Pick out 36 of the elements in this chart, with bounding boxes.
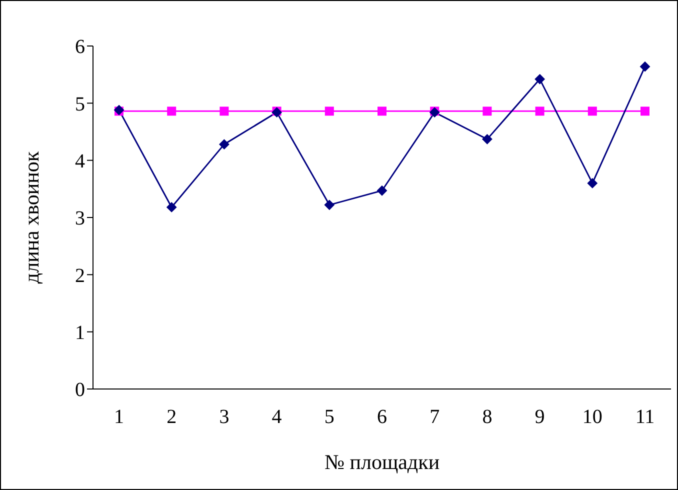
- x-tick-label: 2: [166, 406, 177, 428]
- point: [377, 186, 387, 196]
- x-tick-label: 6: [377, 406, 387, 428]
- x-tick-label: 1: [114, 406, 124, 428]
- point: [482, 106, 492, 116]
- y-tick-label: 4: [75, 150, 85, 172]
- point: [535, 106, 544, 116]
- point: [587, 178, 598, 188]
- x-tick-label: 11: [635, 406, 655, 428]
- point: [219, 139, 230, 150]
- y-axis-title: длина хвоинок: [19, 150, 44, 284]
- x-tick-label: 8: [482, 406, 492, 428]
- x-tick-label: 7: [430, 406, 440, 428]
- point: [324, 106, 334, 116]
- y-tick-label: 3: [75, 208, 85, 230]
- point: [640, 62, 650, 72]
- y-tick-label: 1: [75, 322, 85, 344]
- x-tick-label: 5: [324, 406, 334, 428]
- y-tick-label: 5: [75, 93, 85, 116]
- point: [167, 106, 176, 116]
- point: [588, 106, 597, 116]
- point: [534, 74, 545, 84]
- x-axis-title: № площадки: [324, 450, 440, 474]
- x-tick-label: 3: [219, 406, 230, 428]
- point: [640, 106, 650, 116]
- x-tick-label: 4: [272, 406, 282, 428]
- x-tick-label: 9: [534, 406, 545, 428]
- y-tick-label: 2: [75, 264, 85, 287]
- y-tick-label: 0: [75, 379, 85, 402]
- point: [220, 106, 229, 116]
- x-tick-label: 10: [582, 406, 602, 428]
- y-tick-label: 6: [75, 36, 85, 58]
- point: [324, 200, 334, 210]
- point: [378, 106, 386, 116]
- point: [482, 134, 492, 144]
- point: [166, 202, 177, 212]
